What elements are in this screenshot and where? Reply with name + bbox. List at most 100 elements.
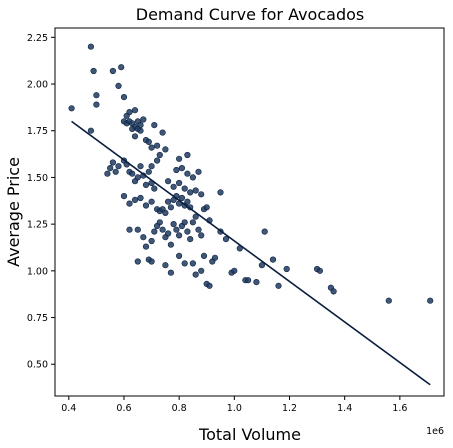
data-point — [192, 187, 199, 194]
x-tick-label: 0.4 — [61, 403, 76, 414]
data-point — [258, 262, 266, 269]
data-point — [156, 219, 163, 226]
data-point — [211, 254, 219, 261]
data-point — [192, 213, 199, 220]
data-point — [187, 189, 194, 196]
data-point — [178, 165, 185, 172]
data-point — [181, 260, 188, 267]
trend-line-layer — [71, 120, 431, 386]
data-point — [131, 196, 139, 203]
data-point — [261, 228, 268, 235]
data-point — [109, 67, 116, 75]
x-tick-label: 1.4 — [337, 403, 352, 414]
data-point — [176, 155, 183, 162]
x-tick-label: 1.0 — [227, 403, 242, 414]
data-point — [87, 127, 94, 134]
data-point — [118, 64, 125, 71]
data-point — [93, 92, 100, 99]
data-point — [316, 267, 324, 274]
data-point — [134, 258, 141, 265]
data-point — [167, 204, 174, 211]
data-point — [245, 277, 252, 284]
data-point — [126, 226, 133, 233]
data-point — [107, 165, 114, 172]
data-point — [145, 168, 152, 175]
x-tick-label: 1.6 — [392, 403, 407, 414]
data-point — [181, 219, 188, 226]
data-point — [151, 121, 158, 129]
data-point — [181, 185, 188, 192]
data-point — [184, 228, 191, 235]
data-point — [192, 271, 199, 278]
data-point — [162, 146, 169, 153]
data-point — [148, 237, 155, 245]
data-point — [140, 116, 147, 123]
data-point — [120, 193, 128, 200]
data-point — [68, 105, 75, 112]
trend-line — [71, 120, 431, 386]
data-point — [87, 43, 94, 50]
data-point — [195, 168, 202, 175]
data-point — [142, 202, 150, 209]
data-point — [162, 209, 169, 216]
data-point — [129, 125, 136, 132]
data-point — [115, 163, 122, 170]
data-point — [189, 174, 196, 181]
y-tick-label: 2.25 — [27, 33, 48, 44]
data-point — [198, 232, 205, 239]
data-point — [154, 142, 161, 149]
data-point — [184, 170, 191, 177]
data-point — [165, 178, 172, 185]
data-point — [167, 269, 174, 276]
x-tick-label: 0.8 — [172, 403, 187, 414]
data-point — [148, 198, 155, 205]
data-point — [154, 157, 161, 164]
data-point — [151, 228, 158, 235]
y-tick-label: 0.50 — [27, 360, 48, 371]
data-point — [173, 226, 180, 233]
data-point — [184, 151, 191, 159]
data-point — [176, 179, 183, 187]
data-point — [148, 258, 155, 265]
data-point — [142, 243, 150, 250]
data-point — [176, 252, 183, 259]
data-point — [137, 194, 144, 202]
data-point — [131, 133, 139, 140]
data-point — [269, 256, 277, 263]
y-tick-label: 1.75 — [27, 126, 48, 137]
data-point — [217, 189, 224, 196]
y-tick-label: 1.00 — [27, 266, 48, 277]
data-point — [184, 198, 191, 205]
data-point — [330, 288, 337, 295]
data-point — [165, 198, 172, 205]
data-point — [203, 204, 210, 211]
data-point — [170, 183, 177, 190]
x-axis-label: Total Volume — [198, 425, 301, 444]
data-point — [115, 82, 122, 89]
data-point — [200, 252, 208, 259]
data-point — [195, 226, 202, 233]
data-point — [131, 107, 139, 114]
data-point — [148, 144, 155, 151]
y-tick-label: 0.75 — [27, 313, 48, 324]
data-point — [198, 267, 205, 274]
data-point — [189, 219, 196, 226]
data-point — [176, 232, 183, 239]
data-point — [187, 236, 194, 243]
data-point — [178, 194, 185, 202]
data-point — [253, 279, 260, 286]
data-point — [109, 159, 116, 166]
data-point — [162, 262, 169, 269]
data-point — [173, 166, 180, 174]
data-point — [148, 163, 155, 170]
x-tick-label: 1.2 — [282, 403, 297, 414]
data-point — [159, 129, 166, 136]
data-point — [206, 282, 213, 289]
data-point — [159, 226, 166, 233]
data-point — [142, 181, 150, 188]
y-axis-ticks: 0.50 0.75 1.00 1.25 1.50 1.75 2.00 2.25 — [27, 33, 55, 371]
x-axis-offset-label: 1e6 — [426, 426, 444, 437]
data-point — [275, 282, 282, 289]
data-point — [126, 200, 133, 207]
data-point — [427, 297, 434, 304]
